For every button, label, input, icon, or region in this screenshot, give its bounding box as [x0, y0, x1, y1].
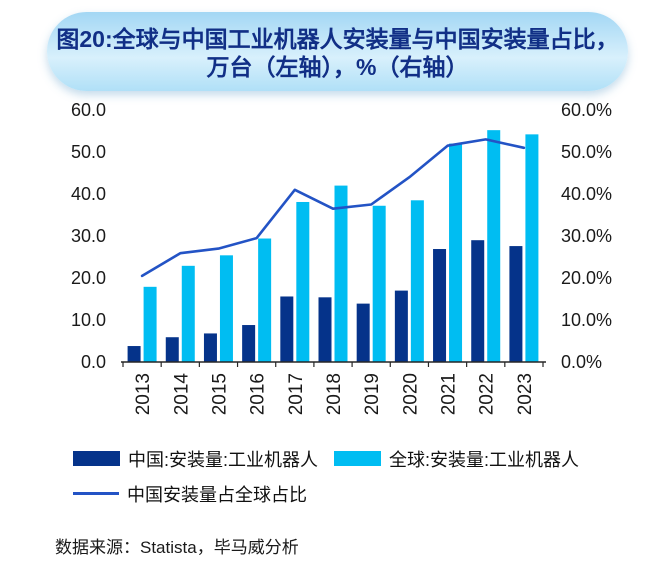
legend-row-2: 中国安装量占全球占比 [73, 485, 613, 505]
left-axis-tick-label: 10.0 [71, 310, 106, 330]
bar-china-2013 [127, 346, 141, 362]
right-axis-tick-label: 40.0% [561, 184, 612, 204]
legend-label-share-line: 中国安装量占全球占比 [127, 484, 307, 505]
bar-global-2014 [181, 265, 195, 362]
chart-title-banner: 图20:全球与中国工业机器人安装量与中国安装量占比， 万台（左轴），%（右轴） [47, 12, 628, 91]
chart-title-line-1: 图20:全球与中国工业机器人安装量与中国安装量占比， [56, 25, 619, 52]
source-note: 数据来源：Statista，毕马威分析 [55, 538, 299, 557]
left-axis-tick-label: 50.0 [71, 142, 106, 162]
right-axis-tick-label: 50.0% [561, 142, 612, 162]
bar-global-2017 [296, 201, 310, 362]
legend-row-1: 中国:安装量:工业机器人 全球:安装量:工业机器人 [73, 450, 613, 470]
x-axis-year-label-2018: 2018 [324, 373, 345, 415]
bar-global-2015 [219, 255, 233, 362]
bar-china-2020 [394, 290, 408, 362]
bar-global-2022 [487, 130, 501, 362]
right-axis-tick-label: 0.0% [561, 352, 602, 372]
x-axis-year-label-2013: 2013 [133, 373, 154, 415]
x-axis-year-label-2017: 2017 [286, 373, 307, 415]
bar-china-2014 [165, 337, 179, 362]
china-share-line [140, 138, 526, 278]
x-axis-year-label-2014: 2014 [171, 373, 192, 416]
right-axis-tick-label: 60.0% [561, 100, 612, 120]
left-axis-tick-label: 0.0 [81, 352, 106, 372]
bar-china-2023 [509, 246, 523, 362]
legend-swatch-china-bar [73, 451, 120, 466]
left-axis-tick-label: 30.0 [71, 226, 106, 246]
bar-china-2021 [433, 249, 447, 362]
bar-china-2022 [471, 240, 485, 362]
legend-item-share-line: 中国安装量占全球占比 [73, 481, 307, 507]
chart-canvas: 0.0 10.0 20.0 30.0 40.0 50.0 60.0 0.0% 10.0% 20.0… [71, 100, 612, 416]
right-axis-tick-label: 30.0% [561, 226, 612, 246]
left-axis-tick-label: 20.0 [71, 268, 106, 288]
bar-global-2018 [334, 185, 348, 362]
chart-legend: 中国:安装量:工业机器人 全球:安装量:工业机器人 中国安装量占全球占比 [73, 450, 613, 520]
x-axis-year-label-2021: 2021 [439, 373, 460, 415]
legend-item-china-bars: 中国:安装量:工业机器人 [73, 446, 318, 472]
legend-label-china-bar: 中国:安装量:工业机器人 [128, 449, 319, 470]
bar-global-2023 [525, 134, 539, 362]
x-axis-year-label-2023: 2023 [515, 373, 536, 415]
bar-global-2016 [258, 238, 272, 362]
bar-global-2021 [449, 143, 463, 362]
bar-china-2018 [318, 297, 332, 362]
chart-title-line-2: 万台（左轴），%（右轴） [206, 53, 469, 80]
legend-item-global-bars: 全球:安装量:工业机器人 [334, 446, 579, 472]
legend-swatch-global-bar [334, 451, 382, 466]
x-axis-year-label-2015: 2015 [209, 373, 230, 415]
left-axis-tick-label: 60.0 [71, 100, 106, 120]
bar-global-2020 [410, 200, 424, 362]
bar-china-2017 [280, 296, 294, 362]
bar-china-2015 [203, 333, 217, 362]
x-axis-year-label-2020: 2020 [400, 373, 421, 415]
bar-china-2019 [356, 303, 370, 362]
x-axis-year-label-2022: 2022 [477, 373, 498, 415]
bar-global-2013 [143, 286, 157, 362]
left-axis-tick-label: 40.0 [71, 184, 106, 204]
x-axis-year-label-2016: 2016 [248, 373, 269, 415]
x-axis-year-label-2019: 2019 [362, 373, 383, 415]
bar-china-2016 [242, 325, 256, 362]
legend-swatch-share-line [73, 492, 119, 495]
right-axis-tick-label: 20.0% [561, 268, 612, 288]
legend-label-global-bar: 全球:安装量:工业机器人 [389, 449, 580, 470]
right-axis-tick-label: 10.0% [561, 310, 612, 330]
bar-global-2019 [372, 205, 386, 362]
